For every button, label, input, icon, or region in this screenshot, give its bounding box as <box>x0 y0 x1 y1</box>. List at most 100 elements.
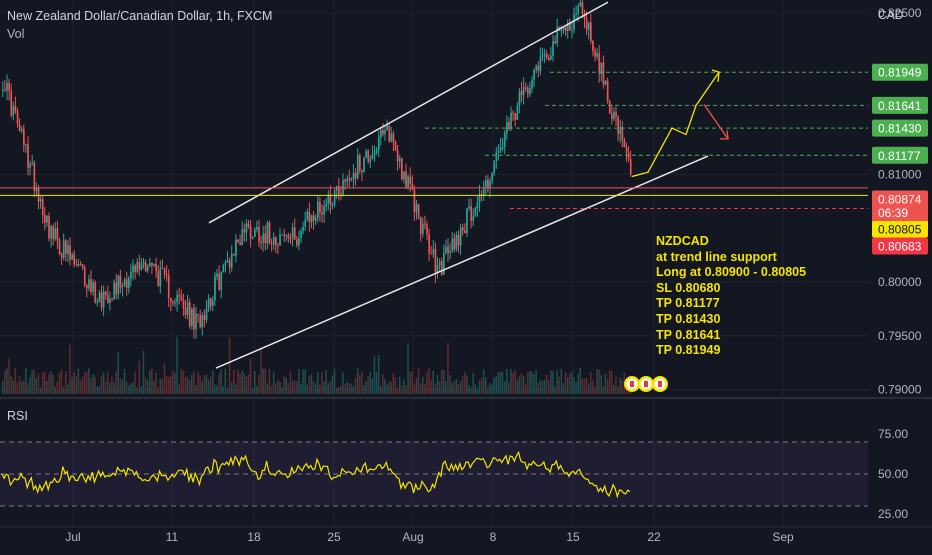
volume-bar <box>188 379 191 394</box>
candle-body <box>482 186 485 196</box>
volume-bar <box>335 387 338 394</box>
candle-body <box>579 2 582 7</box>
volume-bar <box>518 376 521 394</box>
volume-bar <box>191 374 193 394</box>
candle-body <box>39 199 42 202</box>
volume-bar <box>258 374 260 394</box>
candle-body <box>149 262 151 267</box>
candle-body <box>270 243 273 245</box>
volume-bar <box>283 376 285 394</box>
candle-body <box>415 204 418 213</box>
candle-body <box>220 271 223 290</box>
candle-body <box>325 203 328 207</box>
volume-bar <box>178 383 180 394</box>
volume-bar <box>88 368 90 394</box>
volume-bar <box>346 381 348 394</box>
volume-bar <box>430 379 432 394</box>
candle-body <box>245 223 248 233</box>
rsi-tick-label: 25.00 <box>878 507 908 521</box>
volume-bar <box>375 372 378 394</box>
chart-title: New Zealand Dollar/Canadian Dollar, 1h, … <box>7 9 273 23</box>
volume-bar <box>62 387 65 394</box>
candle-body <box>388 125 391 142</box>
candle-body <box>107 295 109 303</box>
volume-bar <box>386 384 388 394</box>
volume-bar <box>31 370 33 394</box>
volume-bar <box>136 387 138 394</box>
candle-body <box>333 190 336 205</box>
candle-body <box>409 176 412 184</box>
time-tick-label: 8 <box>490 530 497 544</box>
volume-bar <box>65 371 67 394</box>
candle-body <box>545 54 548 58</box>
volume-bar <box>54 386 56 394</box>
candle-body <box>373 152 376 155</box>
volume-bar <box>266 383 269 394</box>
volume-bar <box>552 371 554 394</box>
candle-body <box>170 298 172 302</box>
volume-bar <box>573 377 575 394</box>
candle-body <box>188 302 191 326</box>
volume-bar <box>598 369 600 394</box>
rsi-line <box>1 450 631 499</box>
candle-body <box>241 229 244 246</box>
candle-body <box>436 265 439 274</box>
candle-body <box>256 227 258 230</box>
candle-body <box>31 162 34 164</box>
candle-body <box>600 62 603 74</box>
volume-bar <box>550 370 552 394</box>
price-candles <box>2 0 632 339</box>
candle-body <box>90 279 92 292</box>
candle-body <box>109 298 111 303</box>
price-label-text: 0.81177 <box>878 149 921 163</box>
candle-body <box>451 238 454 251</box>
candle-body <box>527 87 529 94</box>
candle-body <box>163 268 166 275</box>
candle-body <box>264 233 267 244</box>
volume-bar <box>367 376 369 394</box>
volume-bar <box>356 368 359 394</box>
volume-bar <box>508 382 510 394</box>
candle-body <box>167 275 170 299</box>
volume-bar <box>361 371 363 394</box>
price-label-text: 0.81430 <box>878 122 922 136</box>
volume-bar <box>291 380 294 394</box>
candle-body <box>598 53 601 74</box>
candle-body <box>524 87 527 89</box>
volume-bar <box>73 372 75 394</box>
candle-body <box>81 264 84 268</box>
candle-body <box>287 235 290 239</box>
candle-body <box>184 307 187 315</box>
volume-bar <box>577 374 579 394</box>
candle-body <box>581 2 584 15</box>
candle-body <box>16 111 19 125</box>
candle-body <box>476 203 479 209</box>
candle-body <box>478 194 481 204</box>
candle-body <box>216 273 218 277</box>
candle-body <box>230 254 233 268</box>
candle-body <box>495 151 498 161</box>
volume-bar <box>83 371 86 394</box>
volume-bar <box>281 387 283 394</box>
candle-body <box>573 14 575 30</box>
volume-bar <box>279 381 281 394</box>
volume-bar <box>411 371 413 394</box>
volume-bar <box>529 371 531 394</box>
candle-body <box>52 226 55 240</box>
projection-down-arrow <box>703 104 729 140</box>
volume-bar <box>20 381 23 394</box>
candle-body <box>67 245 69 254</box>
candle-body <box>50 226 52 239</box>
volume-bar <box>12 380 14 394</box>
candle-body <box>155 263 157 271</box>
candle-body <box>615 112 617 117</box>
volume-bar <box>302 369 304 394</box>
volume-bar <box>461 376 464 394</box>
rsi-tick-label: 75.00 <box>878 427 908 441</box>
candle-body <box>413 189 416 213</box>
candle-body <box>199 315 202 328</box>
candle-body <box>590 22 592 42</box>
volume-bar <box>195 385 197 394</box>
